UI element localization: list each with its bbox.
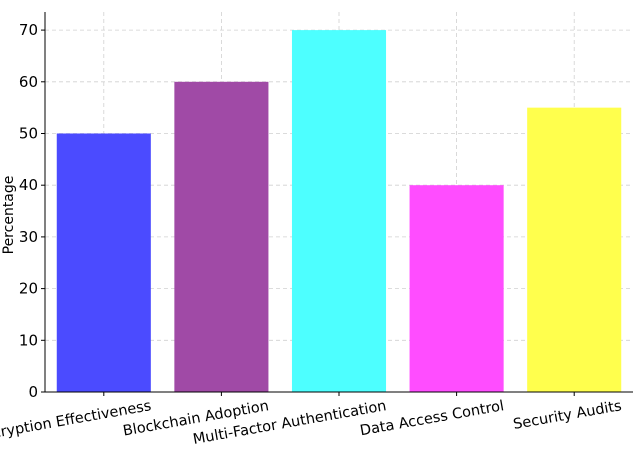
axes <box>41 12 633 396</box>
y-tick-label: 20 <box>19 280 38 298</box>
y-axis-label: Percentage <box>1 176 17 255</box>
x-tick-label: Security Audits <box>512 398 623 433</box>
y-tick-label: 70 <box>19 21 38 39</box>
bar <box>527 107 622 393</box>
bar <box>56 133 151 393</box>
bar <box>174 81 269 392</box>
bar <box>409 185 504 392</box>
y-tick-label: 10 <box>19 331 38 349</box>
y-tick-label: 0 <box>28 383 38 401</box>
y-tick-label: 40 <box>19 176 38 194</box>
y-tick-labels: 0 10 20 30 40 50 60 70 <box>19 21 38 401</box>
y-tick-label: 50 <box>19 124 38 142</box>
bar <box>291 30 387 392</box>
y-tick-label: 60 <box>19 73 38 91</box>
bars <box>56 30 622 393</box>
y-tick-label: 30 <box>19 228 38 246</box>
